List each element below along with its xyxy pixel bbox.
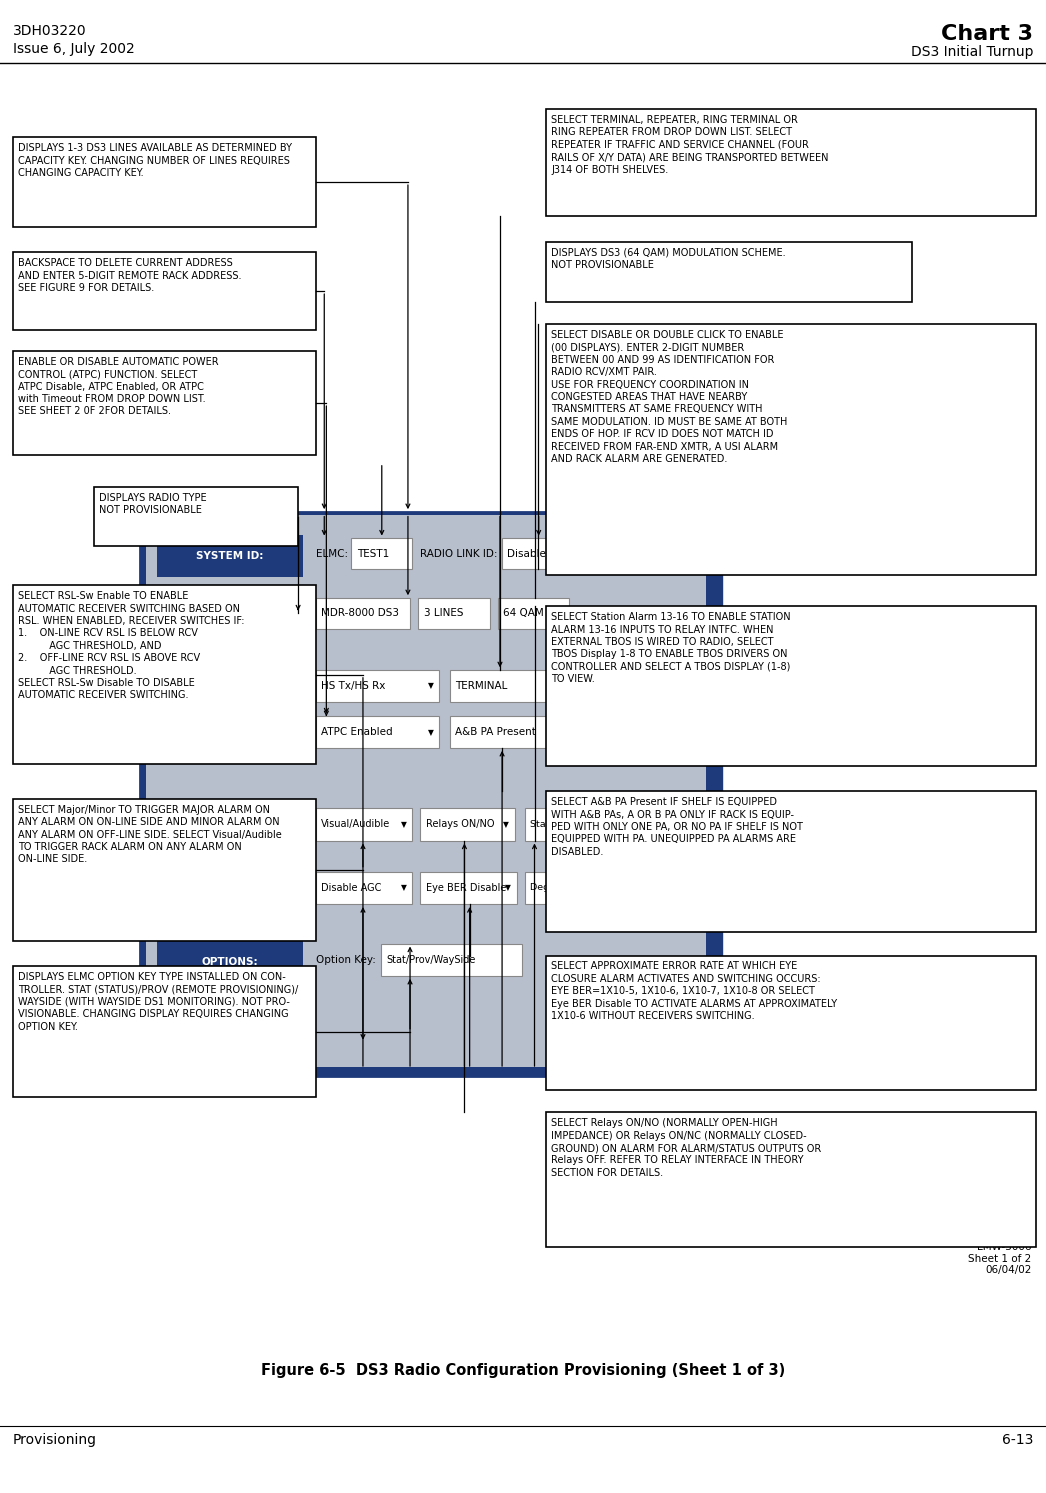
Text: RCV SWITCHING:: RCV SWITCHING:: [181, 885, 279, 896]
FancyBboxPatch shape: [316, 717, 439, 748]
Text: DISPLAYS DS3 (64 QAM) MODULATION SCHEME.
NOT PROVISIONABLE: DISPLAYS DS3 (64 QAM) MODULATION SCHEME.…: [551, 248, 786, 270]
Text: SELECT Relays ON/NO (NORMALLY OPEN-HIGH
IMPEDANCE) OR Relays ON/NC (NORMALLY CLO: SELECT Relays ON/NO (NORMALLY OPEN-HIGH …: [551, 1118, 821, 1178]
FancyBboxPatch shape: [640, 808, 755, 841]
Text: ENABLE OR DISABLE AUTOMATIC POWER
CONTROL (ATPC) FUNCTION. SELECT
ATPC Disable, : ENABLE OR DISABLE AUTOMATIC POWER CONTRO…: [18, 357, 219, 417]
FancyBboxPatch shape: [525, 808, 640, 841]
Text: TEST1: TEST1: [357, 549, 389, 558]
FancyBboxPatch shape: [157, 663, 303, 764]
Text: DISPLAYS 1-3 DS3 LINES AVAILABLE AS DETERMINED BY
CAPACITY KEY. CHANGING NUMBER : DISPLAYS 1-3 DS3 LINES AVAILABLE AS DETE…: [18, 143, 292, 178]
FancyBboxPatch shape: [316, 808, 412, 841]
FancyBboxPatch shape: [546, 956, 1036, 1090]
FancyBboxPatch shape: [316, 599, 410, 629]
FancyBboxPatch shape: [157, 594, 303, 638]
Text: Visual/Audible: Visual/Audible: [321, 820, 390, 830]
Text: 64 QAM: 64 QAM: [503, 609, 544, 618]
Text: ATPC Enabled: ATPC Enabled: [321, 727, 392, 738]
FancyBboxPatch shape: [351, 539, 412, 569]
Text: LMW-5006
Sheet 1 of 2
06/04/02: LMW-5006 Sheet 1 of 2 06/04/02: [969, 1242, 1031, 1275]
Text: 6-13: 6-13: [1002, 1433, 1033, 1447]
Text: 3 LINES: 3 LINES: [424, 609, 463, 618]
Text: Relays ON/NO: Relays ON/NO: [426, 820, 494, 830]
FancyBboxPatch shape: [140, 512, 715, 1076]
FancyBboxPatch shape: [381, 944, 522, 976]
Text: RSL Alarm Enable: RSL Alarm Enable: [645, 820, 730, 829]
Text: SYSTEM ALARM: SYSTEM ALARM: [184, 821, 276, 832]
Text: ELMC:: ELMC:: [316, 549, 348, 558]
Text: RADIO TYPE:: RADIO TYPE:: [192, 611, 268, 621]
FancyBboxPatch shape: [418, 599, 490, 629]
FancyBboxPatch shape: [546, 1112, 1036, 1247]
FancyBboxPatch shape: [546, 606, 1036, 766]
FancyBboxPatch shape: [498, 599, 569, 629]
FancyBboxPatch shape: [13, 351, 316, 455]
Text: Issue 6, July 2002: Issue 6, July 2002: [13, 42, 134, 55]
Text: Station Alarm 13-16: Station Alarm 13-16: [530, 820, 626, 829]
Text: Option Key:: Option Key:: [316, 956, 376, 964]
FancyBboxPatch shape: [546, 242, 912, 302]
Text: SELECT APPROXIMATE ERROR RATE AT WHICH EYE
CLOSURE ALARM ACTIVATES AND SWITCHING: SELECT APPROXIMATE ERROR RATE AT WHICH E…: [551, 961, 838, 1021]
FancyBboxPatch shape: [709, 512, 722, 1076]
FancyBboxPatch shape: [157, 867, 303, 912]
Text: A&B PA Present: A&B PA Present: [455, 727, 536, 738]
Text: SELECT DISABLE OR DOUBLE CLICK TO ENABLE
(00 DISPLAYS). ENTER 2-DIGIT NUMBER
BET: SELECT DISABLE OR DOUBLE CLICK TO ENABLE…: [551, 330, 788, 464]
Text: SELECT Major/Minor TO TRIGGER MAJOR ALARM ON
ANY ALARM ON ON-LINE SIDE AND MINOR: SELECT Major/Minor TO TRIGGER MAJOR ALAR…: [18, 805, 281, 864]
FancyBboxPatch shape: [546, 109, 1036, 216]
FancyBboxPatch shape: [13, 252, 316, 330]
FancyBboxPatch shape: [13, 137, 316, 227]
FancyBboxPatch shape: [157, 939, 303, 985]
Text: DISPLAYS ELMC OPTION KEY TYPE INSTALLED ON CON-
TROLLER. STAT (STATUS)/PROV (REM: DISPLAYS ELMC OPTION KEY TYPE INSTALLED …: [18, 972, 298, 1032]
Text: ▼: ▼: [401, 820, 407, 829]
FancyBboxPatch shape: [146, 515, 706, 1067]
Text: ▼: ▼: [401, 884, 407, 893]
FancyBboxPatch shape: [157, 534, 303, 578]
Text: DS3 Initial Turnup: DS3 Initial Turnup: [911, 45, 1033, 58]
Text: SELECT Station Alarm 13-16 TO ENABLE STATION
ALARM 13-16 INPUTS TO RELAY INTFC. : SELECT Station Alarm 13-16 TO ENABLE STA…: [551, 612, 791, 684]
Text: BACKSPACE TO DELETE CURRENT ADDRESS
AND ENTER 5-DIGIT REMOTE RACK ADDRESS.
SEE F: BACKSPACE TO DELETE CURRENT ADDRESS AND …: [18, 258, 242, 293]
FancyBboxPatch shape: [525, 872, 640, 905]
Text: TERMINAL: TERMINAL: [455, 681, 507, 691]
Text: HS Tx/HS Rx: HS Tx/HS Rx: [321, 681, 386, 691]
Text: MDR-8000 DS3: MDR-8000 DS3: [321, 609, 400, 618]
FancyBboxPatch shape: [546, 791, 1036, 932]
Text: SELECT TERMINAL, REPEATER, RING TERMINAL OR
RING REPEATER FROM DROP DOWN LIST. S: SELECT TERMINAL, REPEATER, RING TERMINAL…: [551, 115, 828, 175]
FancyBboxPatch shape: [420, 808, 515, 841]
Text: SYSTEM ID:: SYSTEM ID:: [197, 551, 264, 561]
Text: Eye BER Disable: Eye BER Disable: [426, 882, 506, 893]
FancyBboxPatch shape: [450, 670, 573, 702]
Text: Degrade Enable: Degrade Enable: [530, 884, 607, 893]
Text: ▼: ▼: [562, 681, 568, 690]
FancyBboxPatch shape: [13, 585, 316, 764]
Text: RADIO CONFIG:: RADIO CONFIG:: [185, 709, 275, 718]
Text: ▼: ▼: [505, 884, 511, 893]
Text: Provisioning: Provisioning: [13, 1433, 96, 1447]
Text: OPTIONS:: OPTIONS:: [202, 957, 258, 967]
Text: 3DH03220: 3DH03220: [13, 24, 86, 37]
FancyBboxPatch shape: [316, 670, 439, 702]
Text: ▼: ▼: [503, 820, 509, 829]
Text: ▼: ▼: [428, 681, 434, 690]
FancyBboxPatch shape: [450, 717, 582, 748]
Text: ▼: ▼: [570, 727, 576, 736]
FancyBboxPatch shape: [157, 805, 303, 850]
Text: Disable: Disable: [507, 549, 546, 558]
Text: SELECT RSL-Sw Enable TO ENABLE
AUTOMATIC RECEIVER SWITCHING BASED ON
RSL. WHEN E: SELECT RSL-Sw Enable TO ENABLE AUTOMATIC…: [18, 591, 245, 700]
Text: Figure 6-5  DS3 Radio Configuration Provisioning (Sheet 1 of 3): Figure 6-5 DS3 Radio Configuration Provi…: [260, 1363, 786, 1378]
Text: Disable AGC: Disable AGC: [321, 882, 382, 893]
Text: ▼: ▼: [629, 884, 635, 893]
Text: Stat/Prov/WaySide: Stat/Prov/WaySide: [386, 956, 475, 964]
Text: SELECT A&B PA Present IF SHELF IS EQUIPPED
WITH A&B PAs, A OR B PA ONLY IF RACK : SELECT A&B PA Present IF SHELF IS EQUIPP…: [551, 797, 803, 857]
Text: ▼: ▼: [428, 727, 434, 736]
Text: DISPLAYS RADIO TYPE
NOT PROVISIONABLE: DISPLAYS RADIO TYPE NOT PROVISIONABLE: [99, 493, 207, 515]
Text: RADIO LINK ID:: RADIO LINK ID:: [420, 549, 498, 558]
FancyBboxPatch shape: [13, 799, 316, 941]
FancyBboxPatch shape: [94, 487, 298, 546]
FancyBboxPatch shape: [13, 966, 316, 1097]
FancyBboxPatch shape: [546, 324, 1036, 575]
Text: Chart 3: Chart 3: [941, 24, 1033, 43]
FancyBboxPatch shape: [502, 539, 573, 569]
Text: ▼: ▼: [744, 820, 750, 829]
FancyBboxPatch shape: [420, 872, 517, 905]
FancyBboxPatch shape: [316, 872, 412, 905]
